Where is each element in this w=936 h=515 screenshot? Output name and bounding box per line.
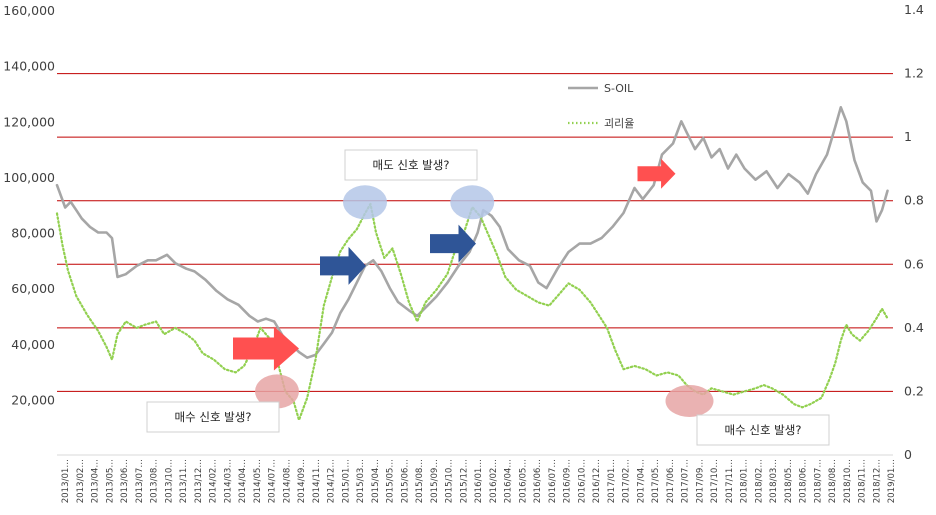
x-tick-label: 2015/10…	[445, 459, 455, 503]
y-left-tick-label: 160,000	[3, 3, 55, 18]
x-tick-label: 2017/10…	[710, 459, 720, 503]
x-tick-label: 2014/07…	[268, 459, 278, 503]
x-tick-label: 2013/10…	[164, 459, 174, 503]
y-right-tick-label: 1.2	[904, 66, 924, 81]
x-tick-label: 2015/04…	[371, 459, 381, 503]
y-right-tick-label: 1	[904, 129, 912, 144]
x-tick-label: 2014/05…	[253, 459, 263, 503]
x-tick-label: 2013/07…	[135, 459, 145, 503]
x-tick-label: 2015/05…	[386, 459, 396, 503]
x-tick-label: 2016/06…	[533, 459, 543, 503]
callout-text: 매수 신호 발생?	[175, 410, 252, 424]
signal-arrow	[233, 326, 299, 371]
x-tick-label: 2016/02…	[489, 459, 499, 503]
x-tick-label: 2013/02…	[76, 459, 86, 503]
x-tick-label: 2013/06…	[120, 459, 130, 503]
y-right-tick-label: 0.6	[904, 256, 924, 271]
x-tick-label: 2014/11…	[312, 459, 322, 503]
x-tick-label: 2013/04…	[91, 459, 101, 503]
y-left-tick-label: 120,000	[3, 114, 55, 129]
buy-signal-circle	[255, 374, 299, 409]
x-tick-label: 2017/04…	[636, 459, 646, 503]
x-tick-label: 2014/04…	[238, 459, 248, 503]
y-left-tick-label: 40,000	[11, 337, 55, 352]
x-tick-label: 2016/05…	[518, 459, 528, 503]
callout-box	[696, 414, 830, 446]
x-tick-label: 2015/06…	[400, 459, 410, 503]
x-tick-label: 2016/09…	[563, 459, 573, 503]
buy-signal-circle	[665, 384, 714, 417]
x-tick-label: 2013/05…	[105, 459, 115, 503]
callout-box	[146, 401, 280, 433]
legend-label-divergence: 괴리율	[604, 117, 634, 130]
x-tick-label: 2018/08…	[828, 459, 838, 503]
x-tick-label: 2017/02…	[622, 459, 632, 503]
x-tick-label: 2017/07…	[681, 459, 691, 503]
y-left-tick-label: 100,000	[3, 170, 55, 185]
x-tick-label: 2018/07…	[813, 459, 823, 503]
x-tick-label: 2016/01…	[474, 459, 484, 503]
x-tick-label: 2016/07…	[548, 459, 558, 503]
x-tick-label: 2015/12…	[459, 459, 469, 503]
y-right-tick-label: 0	[904, 447, 912, 462]
x-tick-label: 2017/09…	[695, 459, 705, 503]
x-tick-label: 2018/03…	[769, 459, 779, 503]
y-right-tick-label: 0.2	[904, 383, 924, 398]
x-tick-label: 2017/05…	[651, 459, 661, 503]
x-tick-label: 2016/10…	[577, 459, 587, 503]
x-tick-label: 2014/09…	[297, 459, 307, 503]
x-tick-label: 2015/01…	[341, 459, 351, 503]
sell-signal-circle	[343, 185, 387, 220]
x-tick-label: 2018/11…	[858, 459, 868, 503]
x-tick-label: 2015/03…	[356, 459, 366, 503]
x-tick-label: 2015/08…	[415, 459, 425, 503]
signal-arrow	[637, 158, 676, 189]
s-oil-line	[55, 106, 889, 359]
signal-arrow	[320, 246, 366, 285]
x-tick-label: 2019/01…	[887, 459, 897, 503]
x-tick-label: 2013/11…	[179, 459, 189, 503]
x-tick-label: 2018/10…	[843, 459, 853, 503]
sell-signal-circle	[450, 185, 495, 220]
x-tick-label: 2014/08…	[282, 459, 292, 503]
x-tick-label: 2016/04…	[504, 459, 514, 503]
y-left-tick-label: 140,000	[3, 59, 55, 74]
x-tick-label: 2017/06…	[666, 459, 676, 503]
y-left-tick-label: 60,000	[11, 281, 55, 296]
x-tick-label: 2018/02…	[754, 459, 764, 503]
x-tick-label: 2017/11…	[725, 459, 735, 503]
x-tick-label: 2017/01…	[607, 459, 617, 503]
callout-text: 매수 신호 발생?	[725, 423, 802, 437]
y-left-tick-label: 20,000	[11, 392, 55, 407]
x-tick-label: 2013/01…	[61, 459, 71, 503]
y-left-tick-label: 80,000	[11, 226, 55, 241]
x-tick-label: 2016/12…	[592, 459, 602, 503]
callout-text: 매도 신호 발생?	[373, 158, 450, 172]
legend-label-s-oil: S-OIL	[604, 82, 634, 95]
x-tick-label: 2013/12…	[194, 459, 204, 503]
x-tick-label: 2014/12…	[327, 459, 337, 503]
x-tick-label: 2014/02…	[209, 459, 219, 503]
divergence-line	[55, 202, 889, 422]
y-right-tick-label: 1.4	[904, 2, 924, 17]
x-tick-label: 2014/03…	[223, 459, 233, 503]
x-tick-label: 2018/12…	[872, 459, 882, 503]
y-right-tick-label: 0.8	[904, 193, 924, 208]
x-tick-label: 2015/09…	[430, 459, 440, 503]
y-right-tick-label: 0.4	[904, 320, 924, 335]
signal-arrow	[430, 224, 476, 263]
x-tick-label: 2018/05…	[784, 459, 794, 503]
x-tick-label: 2013/08…	[150, 459, 160, 503]
callout-box	[344, 149, 478, 181]
x-tick-label: 2018/06…	[799, 459, 809, 503]
x-tick-label: 2018/01…	[740, 459, 750, 503]
